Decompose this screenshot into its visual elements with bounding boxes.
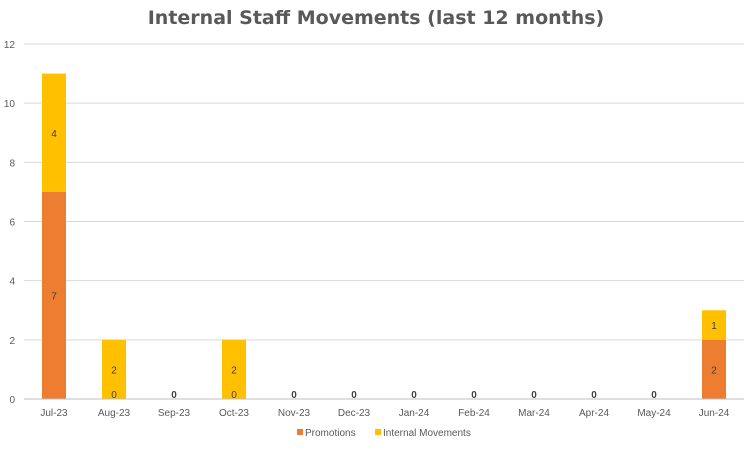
data-label: 0: [291, 390, 297, 401]
x-tick-label: Dec-23: [338, 408, 371, 419]
legend-swatch: [375, 429, 381, 435]
legend-swatch: [297, 429, 303, 435]
data-label: 0: [471, 390, 477, 401]
legend-label: Promotions: [305, 428, 356, 439]
y-tick-label: 6: [9, 218, 15, 229]
y-tick-label: 8: [9, 158, 15, 169]
x-tick-label: Mar-24: [518, 408, 550, 419]
data-label: 0: [531, 390, 537, 401]
data-label: 1: [711, 321, 717, 332]
y-tick-label: 2: [9, 336, 15, 347]
data-label: 0: [351, 390, 357, 401]
x-tick-label: Nov-23: [278, 408, 311, 419]
y-tick-label: 0: [9, 395, 15, 406]
y-tick-label: 4: [9, 277, 15, 288]
bar-internal-movements: [42, 73, 66, 192]
y-tick-label: 10: [4, 99, 16, 110]
data-label: 0: [411, 390, 417, 401]
data-label: 0: [591, 390, 597, 401]
data-label: 0: [651, 390, 657, 401]
chart-title: Internal Staff Movements (last 12 months…: [147, 7, 605, 29]
data-label: 2: [231, 365, 237, 376]
x-tick-label: Jul-23: [40, 408, 68, 419]
x-tick-label: May-24: [637, 408, 671, 419]
x-tick-label: Jun-24: [699, 408, 730, 419]
legend-label: Internal Movements: [383, 428, 471, 439]
data-label: 0: [231, 390, 237, 401]
data-label: 0: [111, 390, 117, 401]
bar-internal-movements: [102, 339, 126, 399]
bar-promotions: [702, 339, 726, 399]
data-label: 7: [51, 291, 57, 302]
bar-internal-movements: [702, 310, 726, 340]
x-tick-label: Oct-23: [219, 408, 249, 419]
x-tick-label: Apr-24: [579, 408, 609, 419]
x-tick-label: Aug-23: [98, 408, 131, 419]
bar-promotions: [42, 191, 66, 399]
x-tick-label: Feb-24: [458, 408, 490, 419]
x-tick-label: Jan-24: [399, 408, 430, 419]
x-tick-label: Sep-23: [158, 408, 191, 419]
y-tick-label: 12: [4, 40, 16, 51]
bar-internal-movements: [222, 339, 246, 399]
data-label: 2: [111, 365, 117, 376]
data-label: 4: [51, 129, 57, 140]
data-label: 2: [711, 365, 717, 376]
data-label: 0: [171, 390, 177, 401]
